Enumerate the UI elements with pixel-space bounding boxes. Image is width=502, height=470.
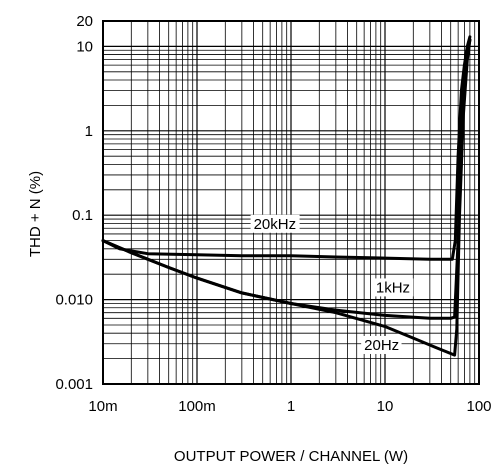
series-label-bg [361,335,402,354]
plot-frame [102,20,480,385]
series-line-20khz [101,35,472,261]
x-tick-label: 10 [377,398,394,415]
series-label-bg [250,214,300,233]
x-tick-label: 100 [466,398,491,415]
y-axis-label: THD + N (%) [27,171,44,257]
x-tick-label: 10m [88,398,117,415]
y-tick-label: 20 [76,13,93,30]
x-axis-label: OUTPUT POWER / CHANNEL (W) [174,448,408,465]
tick-layer: 10m 100m 1 10 100 0.001 0.010 0.1 1 10 20 [55,13,491,415]
series-layer [101,35,472,357]
series-label-20khz: 20kHz [254,216,297,233]
series-label-20hz: 20Hz [364,337,399,354]
x-tick-label: 100m [178,398,216,415]
y-tick-label: 0.001 [55,376,93,393]
grid [103,21,479,384]
y-tick-label: 1 [85,123,93,140]
y-tick-label: 10 [76,38,93,55]
y-tick-label: 0.1 [72,207,93,224]
y-tick-label: 0.010 [55,292,93,309]
x-tick-label: 1 [287,398,295,415]
series-line-20hz [101,38,472,357]
series-label-bg [372,278,414,297]
annotation-layer: 20kHz 1kHz 20Hz [250,214,414,354]
series-label-1khz: 1kHz [376,279,410,296]
